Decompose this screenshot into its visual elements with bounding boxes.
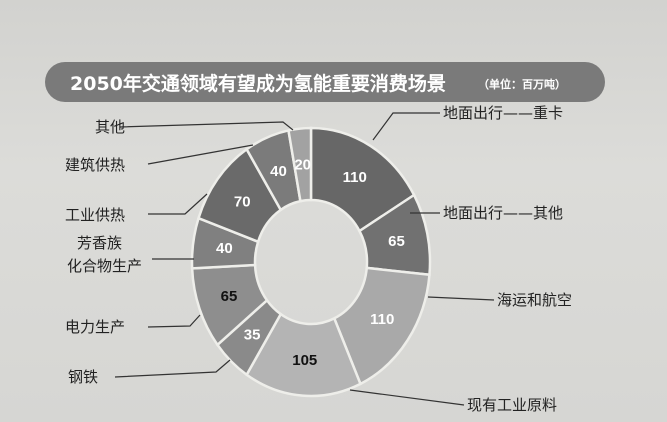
leader-line [147, 314, 201, 328]
slice-value-label: 40 [270, 163, 287, 180]
slice-value-label: 65 [221, 288, 238, 305]
leader-line [372, 112, 440, 141]
leader-line [427, 296, 495, 301]
slice-2 [332, 266, 431, 386]
chart-unit: （单位：百万吨） [478, 77, 566, 91]
slice-0 [309, 126, 416, 233]
slice-value-label: 70 [234, 193, 251, 210]
leader-line [119, 121, 294, 131]
slice-category-label: 海运和航空 [497, 291, 572, 309]
leader-line [114, 359, 231, 378]
slice-value-label: 20 [294, 156, 311, 173]
slice-value-label: 110 [343, 169, 367, 186]
chart-title: 2050年交通领域有望成为氢能重要消费场景 [70, 72, 446, 95]
slice-category-label: 建筑供热 [65, 156, 125, 174]
leader-line [148, 193, 208, 215]
slice-category-label: 其他 [95, 118, 125, 136]
title-bar [45, 62, 605, 102]
slice-value-label: 110 [370, 311, 394, 328]
leader-line [147, 144, 254, 165]
slice-value-label: 105 [292, 352, 317, 369]
slice-category-label: 现有工业原料 [467, 396, 557, 414]
slice-category-label: 钢铁 [68, 368, 98, 386]
slice-value-label: 65 [388, 233, 405, 250]
slice-value-label: 40 [216, 240, 233, 257]
slice-category-label: 工业供热 [65, 206, 125, 224]
slice-9 [287, 126, 313, 203]
slice-category-label: 芳香族化合物生产 [67, 234, 142, 275]
slice-category-label: 电力生产 [65, 318, 125, 336]
slice-category-label: 地面出行——其他 [443, 204, 563, 222]
slice-category-label: 地面出行——重卡 [443, 104, 563, 122]
slice-value-label: 35 [244, 327, 261, 344]
leader-line [349, 389, 465, 406]
